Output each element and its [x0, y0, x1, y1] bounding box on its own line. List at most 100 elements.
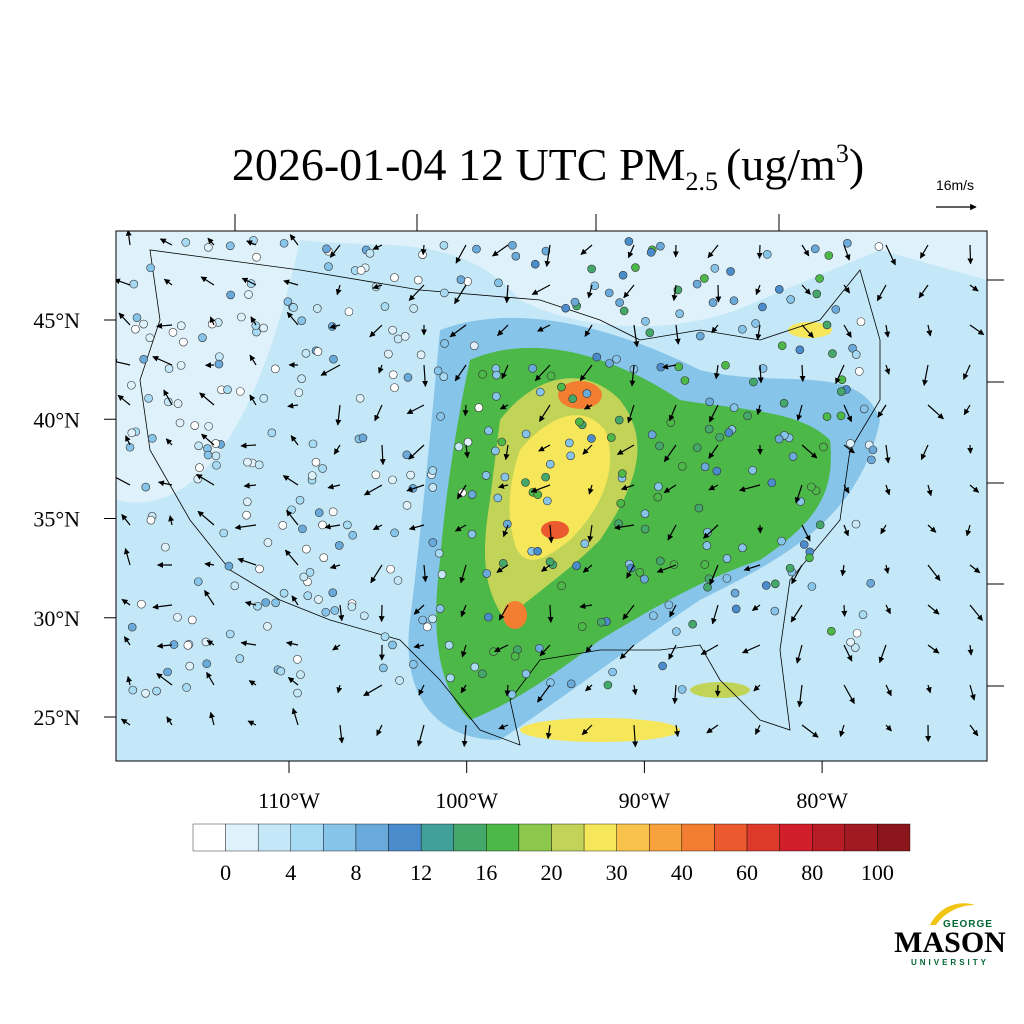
station: [132, 313, 142, 323]
wind-vector: [497, 324, 509, 336]
station: [762, 250, 772, 259]
colorbar-box: [323, 823, 357, 852]
wind-vector: [885, 684, 892, 697]
wind-vector: [454, 364, 467, 382]
map-frame: [115, 230, 988, 762]
title-sup: 3: [836, 139, 849, 168]
station: [437, 570, 447, 579]
wind-vector: [152, 603, 173, 610]
station: [828, 349, 837, 358]
station: [822, 320, 832, 330]
station: [356, 266, 366, 275]
wind-vector: [329, 323, 341, 330]
colorbar-label: 0: [220, 860, 231, 885]
station: [545, 557, 555, 567]
wind-vector: [668, 644, 677, 660]
wind-vector: [801, 284, 811, 295]
station: [435, 604, 445, 614]
station: [276, 666, 286, 676]
wind-vector: [919, 244, 929, 259]
wind-vector: [927, 604, 940, 615]
wind-vector: [885, 244, 896, 266]
station: [577, 622, 587, 631]
station: [815, 520, 825, 530]
station: [867, 455, 876, 465]
station: [568, 394, 578, 404]
wind-vector: [671, 284, 678, 302]
station: [692, 443, 702, 452]
station: [307, 471, 317, 480]
wind-vector: [755, 284, 762, 296]
wind-vector: [918, 284, 929, 299]
wind-vector: [234, 524, 257, 531]
wind-vector: [708, 484, 719, 491]
wind-vector: [579, 364, 593, 382]
wind-vector: [538, 444, 551, 452]
station: [608, 667, 617, 677]
station: [428, 483, 438, 492]
wind-vector: [967, 444, 974, 454]
wind-vector: [320, 364, 341, 376]
wind-vector: [843, 484, 850, 494]
wind-vector: [338, 604, 345, 622]
station: [615, 298, 624, 307]
wind-vector: [502, 524, 509, 538]
station: [654, 482, 663, 491]
station: [708, 298, 718, 307]
wind-vector: [662, 363, 677, 370]
station: [521, 429, 531, 439]
coastline: [139, 249, 881, 746]
wind-vector: [709, 564, 719, 586]
station: [854, 367, 864, 376]
station: [469, 341, 479, 351]
wind-vector: [374, 404, 383, 422]
station: [319, 553, 329, 562]
wind-vector: [123, 636, 131, 646]
wind-vector: [969, 484, 980, 493]
station: [314, 508, 324, 517]
wind-vector: [463, 444, 470, 459]
wind-vector: [237, 557, 257, 566]
wind-vector: [249, 394, 257, 406]
wind-vector: [379, 444, 386, 466]
station: [344, 307, 354, 317]
station: [463, 437, 473, 447]
colorbar-box: [714, 823, 748, 852]
wind-vector: [708, 444, 719, 459]
station: [566, 451, 575, 461]
wind-vector: [121, 598, 131, 606]
station: [846, 439, 855, 448]
wind-vector: [673, 724, 680, 738]
wind-vector: [876, 284, 887, 302]
station: [653, 492, 663, 502]
station: [649, 611, 658, 620]
station: [296, 670, 305, 679]
station: [616, 498, 626, 508]
wind-vector: [585, 684, 593, 692]
wind-vector: [963, 404, 971, 416]
station: [874, 242, 884, 251]
wind-vector: [667, 524, 677, 541]
wind-vector: [117, 394, 131, 406]
colorbar-box: [518, 823, 552, 852]
colorbar-label: 40: [671, 860, 693, 885]
wind-vector: [620, 484, 635, 491]
station: [472, 244, 481, 254]
wind-vector: [711, 604, 719, 625]
wind-vector: [545, 724, 552, 740]
wind-vector: [839, 724, 845, 738]
station: [145, 333, 155, 343]
vector-label: 16m/s: [936, 177, 974, 193]
station: [230, 581, 240, 591]
wind-vector: [843, 404, 853, 423]
wind-vector: [672, 684, 679, 705]
station: [252, 252, 261, 262]
station: [168, 328, 178, 337]
wind-vector: [244, 600, 257, 607]
station: [545, 459, 555, 469]
station: [255, 564, 264, 574]
wind-vector: [547, 604, 554, 623]
station: [546, 678, 555, 688]
station: [575, 417, 584, 427]
